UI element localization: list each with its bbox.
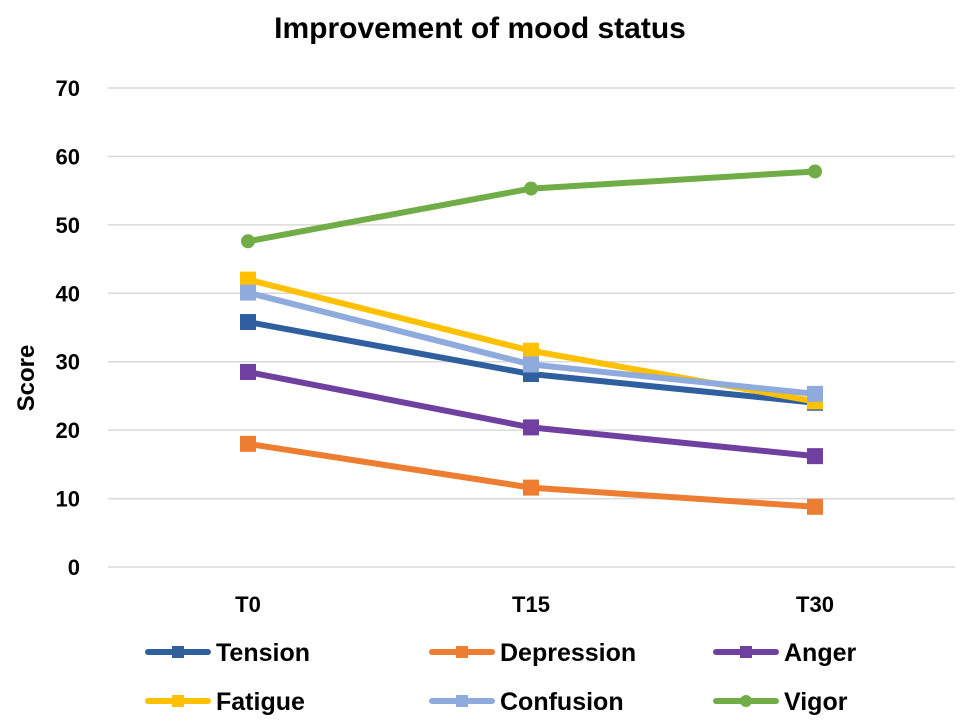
data-point bbox=[524, 181, 538, 196]
y-tick-label: 60 bbox=[56, 144, 80, 169]
legend-item-anger: Anger bbox=[713, 639, 857, 667]
data-point bbox=[240, 435, 256, 452]
series-anger bbox=[240, 363, 823, 465]
series-lines bbox=[240, 164, 823, 515]
data-point bbox=[240, 363, 256, 380]
y-tick-label: 40 bbox=[56, 281, 80, 306]
series-vigor bbox=[241, 164, 822, 249]
legend-marker bbox=[456, 646, 468, 658]
y-tick-label: 0 bbox=[68, 555, 80, 580]
legend-item-depression: Depression bbox=[429, 639, 636, 667]
legend-label: Anger bbox=[784, 639, 857, 667]
x-tick-label: T30 bbox=[796, 592, 834, 617]
series-depression bbox=[240, 435, 823, 515]
data-point bbox=[240, 271, 256, 288]
legend-marker bbox=[172, 646, 184, 658]
y-tick-label: 30 bbox=[56, 350, 80, 375]
y-tick-label: 20 bbox=[56, 418, 80, 443]
series-line-depression bbox=[245, 440, 818, 510]
y-axis-label: Score bbox=[13, 345, 40, 412]
legend-label: Fatigue bbox=[216, 688, 305, 716]
legend-marker bbox=[172, 695, 184, 707]
legend-marker bbox=[456, 695, 468, 707]
legend-label: Vigor bbox=[784, 688, 848, 716]
y-tick-label: 50 bbox=[56, 213, 80, 238]
data-point bbox=[523, 479, 539, 496]
data-point bbox=[523, 342, 539, 359]
y-tick-label: 10 bbox=[56, 487, 80, 512]
legend: Tension Depression Anger Fatigue Confusion Vi… bbox=[145, 639, 857, 716]
legend-item-confusion: Confusion bbox=[429, 688, 624, 716]
chart-title: Improvement of mood status bbox=[274, 12, 686, 45]
legend-marker bbox=[740, 695, 752, 707]
data-point bbox=[807, 448, 823, 465]
series-confusion bbox=[240, 284, 823, 402]
data-point bbox=[523, 419, 539, 436]
data-point bbox=[241, 234, 255, 249]
legend-item-fatigue: Fatigue bbox=[145, 688, 305, 716]
legend-item-vigor: Vigor bbox=[713, 688, 848, 716]
data-point bbox=[240, 284, 256, 301]
legend-marker bbox=[740, 646, 752, 658]
legend-label: Confusion bbox=[500, 688, 624, 716]
x-tick-label: T15 bbox=[512, 592, 550, 617]
data-point bbox=[808, 164, 822, 179]
x-tick-label: T0 bbox=[235, 592, 261, 617]
x-axis-ticks: T0 T15 T30 bbox=[235, 592, 834, 617]
y-axis-ticks: 0 10 20 30 40 50 60 70 bbox=[56, 76, 80, 580]
legend-label: Depression bbox=[500, 639, 636, 667]
data-point bbox=[523, 356, 539, 373]
data-point bbox=[807, 498, 823, 515]
legend-item-tension: Tension bbox=[145, 639, 310, 667]
legend-label: Tension bbox=[216, 639, 310, 667]
y-tick-label: 70 bbox=[56, 76, 80, 101]
data-point bbox=[807, 385, 823, 402]
data-point bbox=[240, 314, 256, 331]
